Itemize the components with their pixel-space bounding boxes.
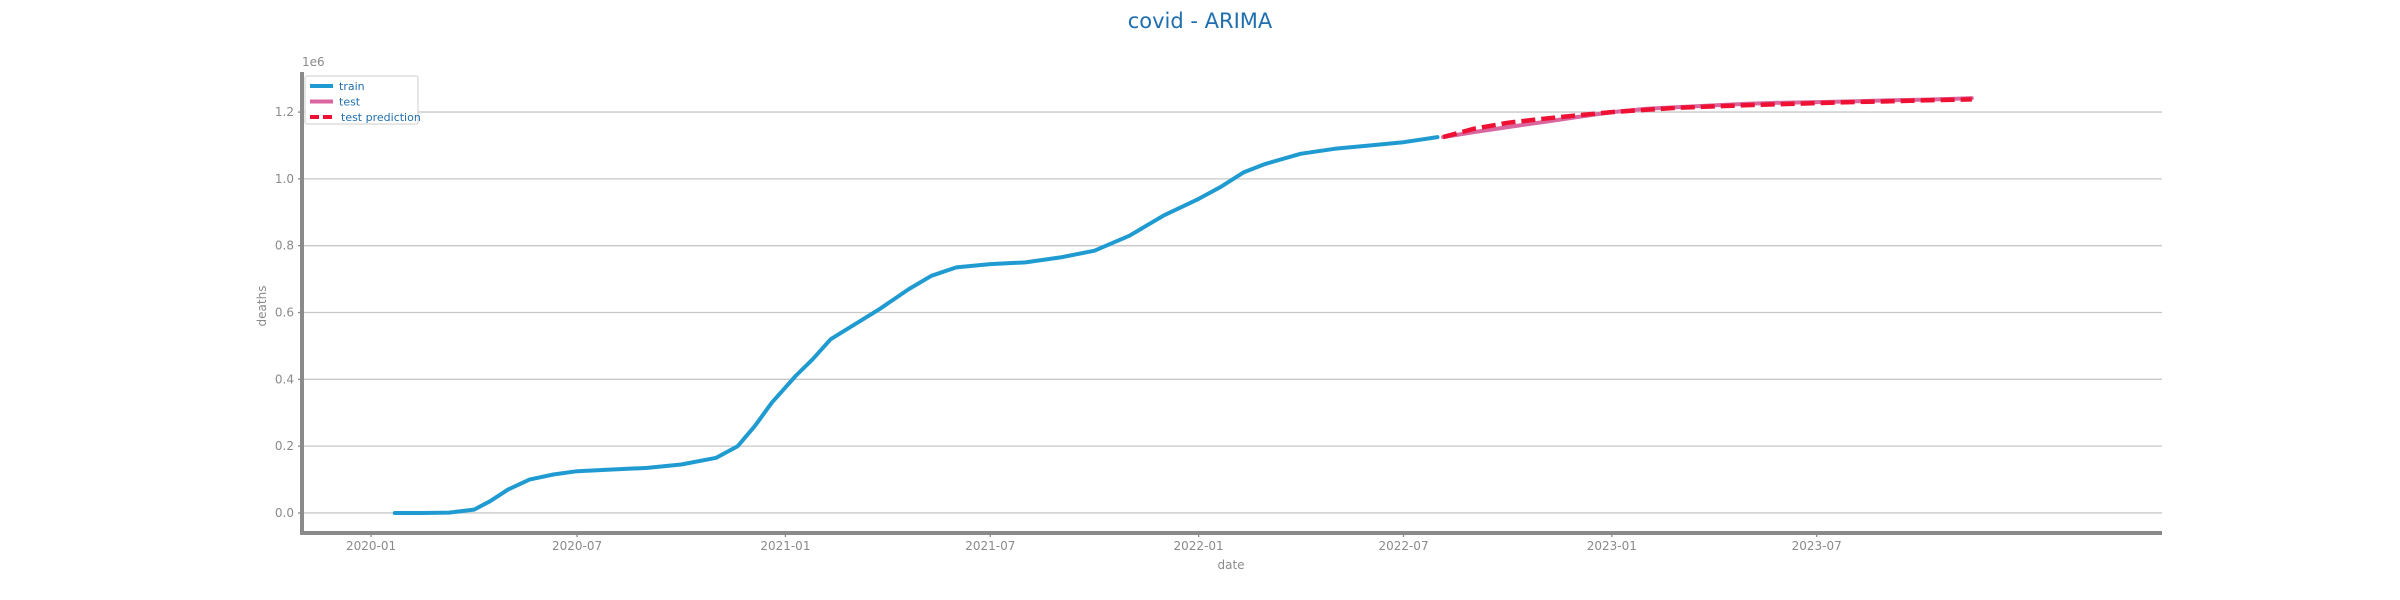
x-tick-label: 2023-07 (1792, 539, 1842, 553)
y-tick-label: 0.0 (275, 506, 294, 520)
x-tick-label: 2020-07 (552, 539, 602, 553)
y-tick-label: 0.4 (275, 372, 294, 386)
legend-label: test prediction (341, 111, 421, 124)
chart-title: covid - ARIMA (1128, 9, 1273, 33)
y-scale-label: 1e6 (302, 55, 325, 69)
x-tick-label: 2021-07 (965, 539, 1015, 553)
x-tick-label: 2022-01 (1174, 539, 1224, 553)
x-tick-label: 2022-07 (1378, 539, 1428, 553)
y-tick-label: 0.2 (275, 439, 294, 453)
series-lines (392, 96, 1974, 515)
y-axis-label: deaths (255, 286, 269, 327)
x-tick-label: 2021-01 (760, 539, 810, 553)
legend-label: test (339, 96, 361, 109)
series-line-train (392, 135, 1440, 515)
legend-frame (304, 75, 419, 125)
y-tick-label: 1.0 (275, 172, 294, 186)
axes: 0.0 0.2 0.4 0.6 0.8 1.0 1.2 2020-01 2020-07 2021-… (275, 72, 2162, 553)
x-axis-label: date (1217, 558, 1244, 572)
series-line-test (1441, 96, 1974, 140)
legend-label: train (339, 80, 365, 93)
series-line-test-prediction (1442, 97, 1972, 140)
y-tick-label: 0.8 (275, 239, 294, 253)
legend: train test test prediction (304, 75, 421, 125)
grid-lines (302, 111, 2162, 514)
x-tick-label: 2020-01 (346, 539, 396, 553)
x-tick-label: 2023-01 (1587, 539, 1637, 553)
y-tick-label: 1.2 (275, 105, 294, 119)
y-tick-label: 0.6 (275, 306, 294, 320)
